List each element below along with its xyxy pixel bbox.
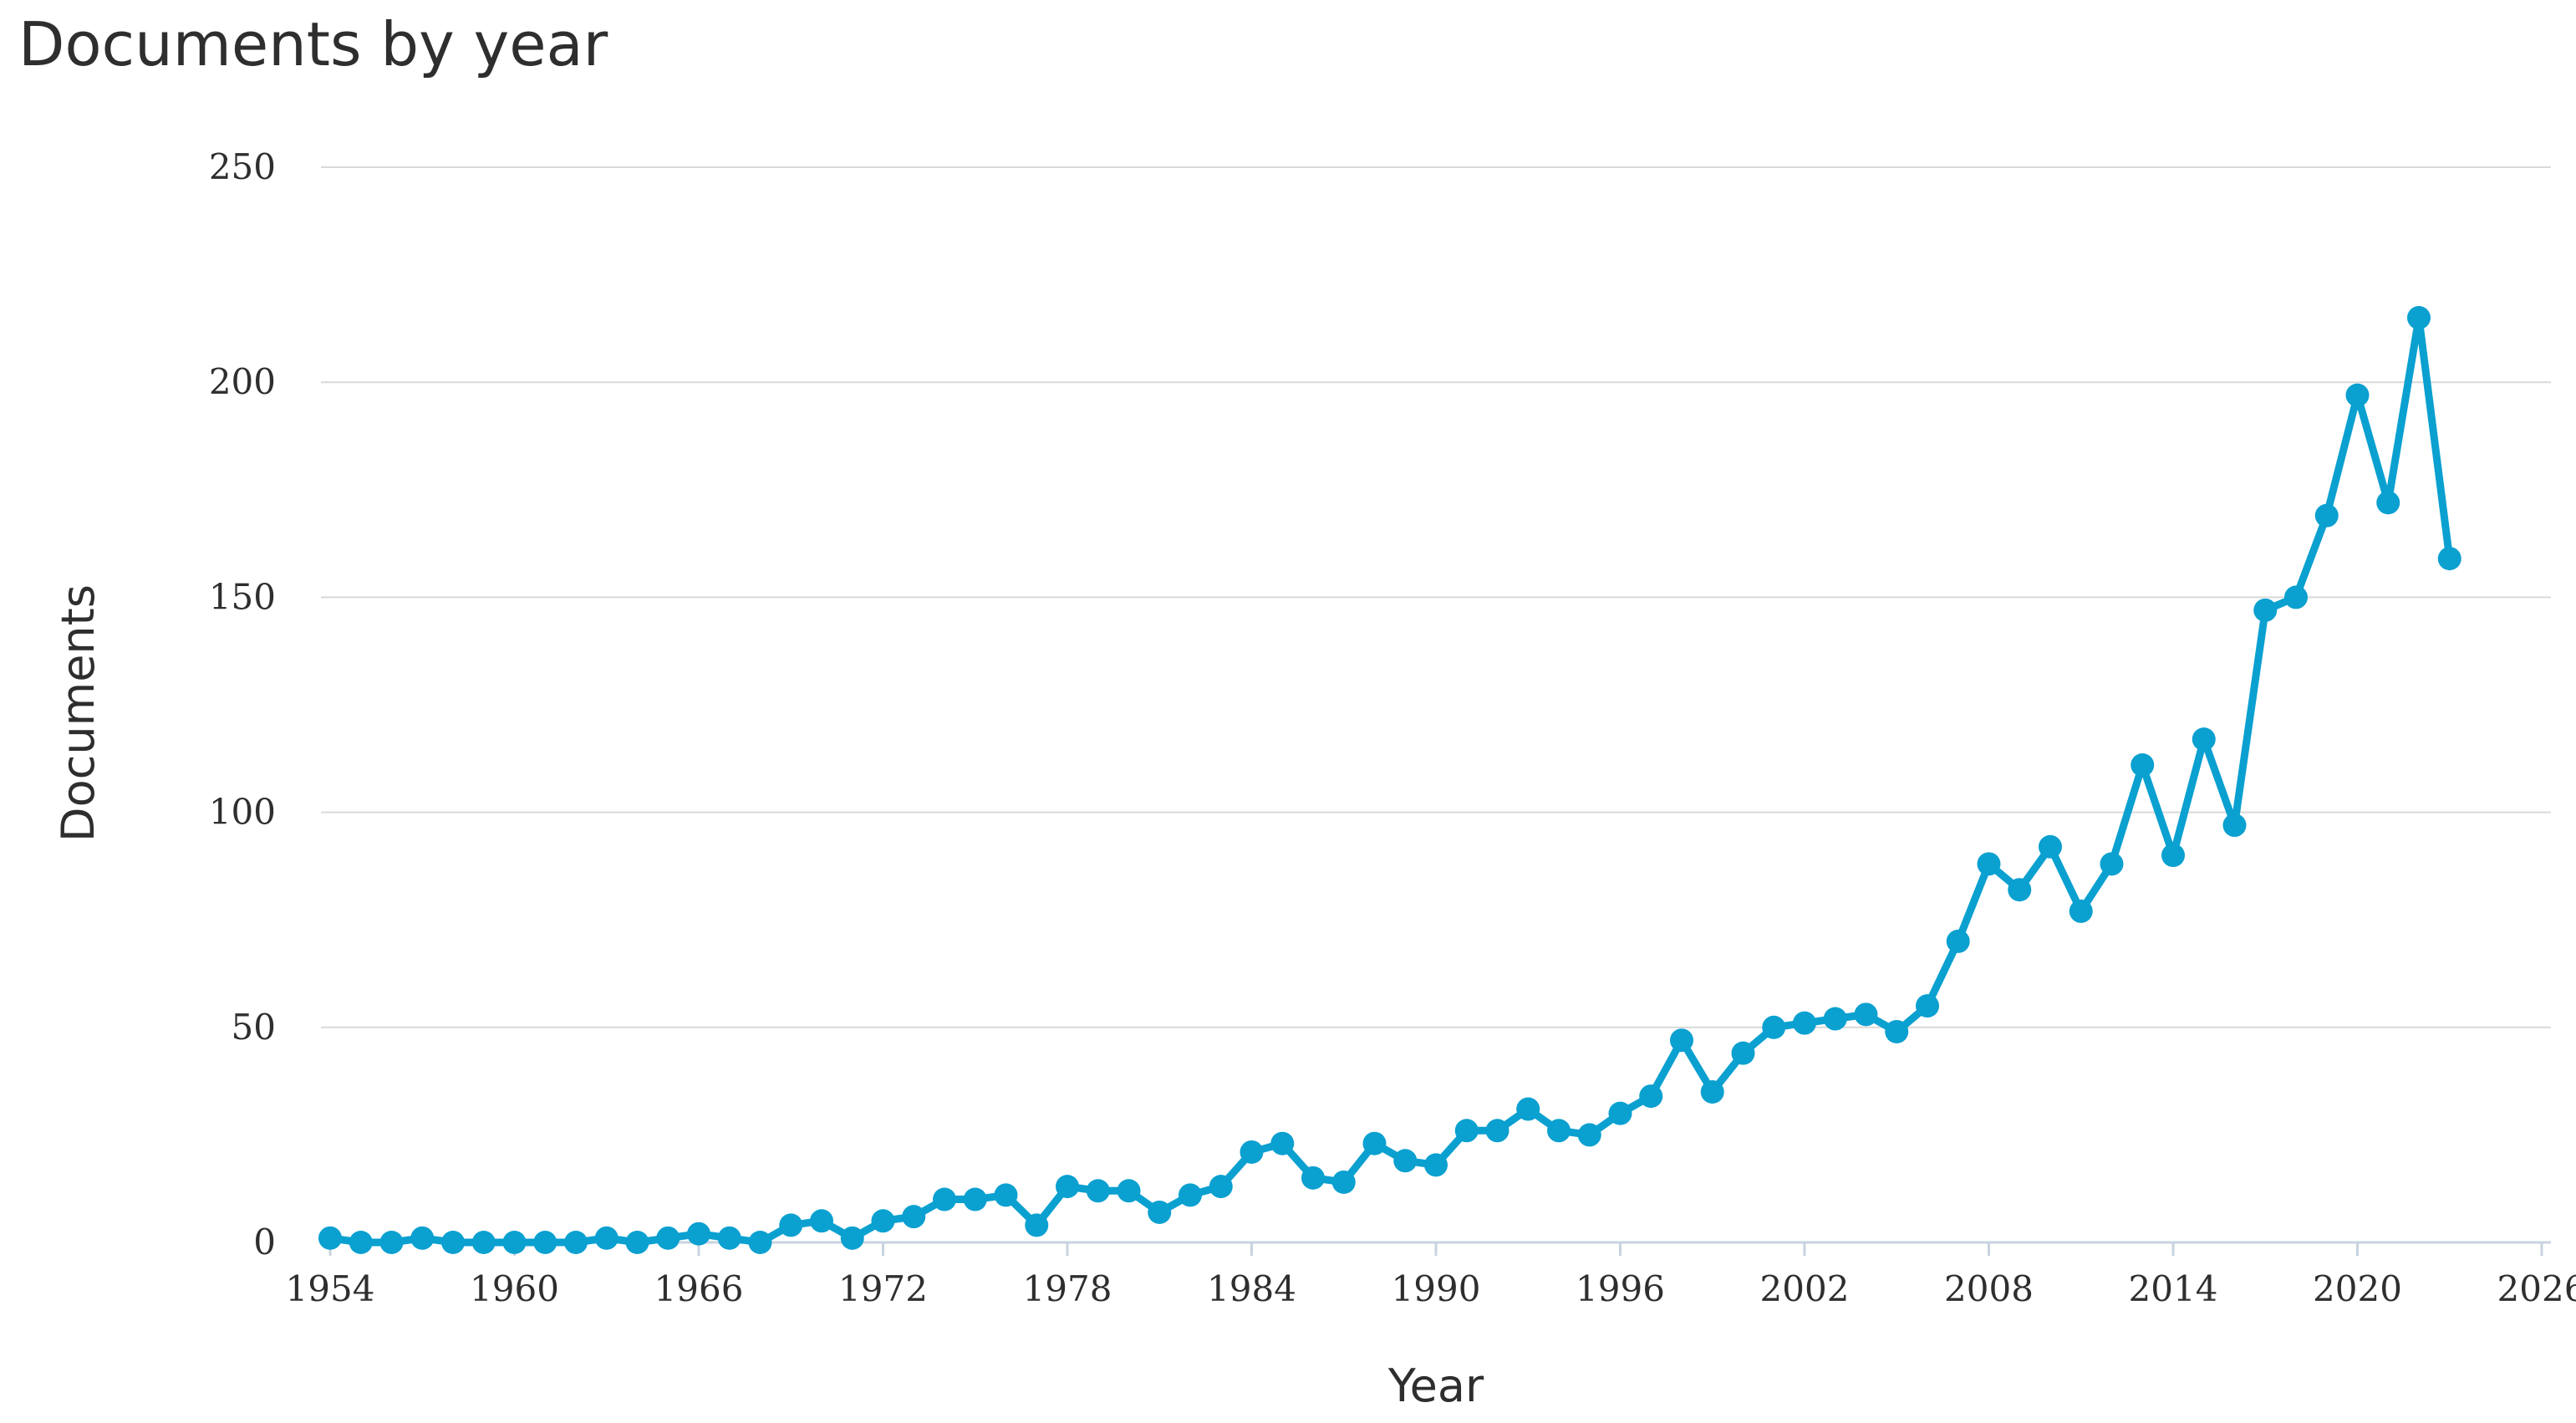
data-point[interactable] <box>933 1187 956 1211</box>
y-axis-ticks: 0 50 100 150 200 250 <box>209 146 276 1262</box>
x-axis-ticks: 1954 1960 1966 1972 1978 1984 1990 1996 2002 2008… <box>286 1242 2576 1309</box>
data-point[interactable] <box>1331 1170 1356 1194</box>
data-point[interactable] <box>1793 1011 1816 1035</box>
data-point[interactable] <box>2008 878 2032 902</box>
data-point[interactable] <box>2345 383 2370 407</box>
data-point[interactable] <box>564 1231 588 1254</box>
data-point[interactable] <box>533 1231 557 1254</box>
data-point[interactable] <box>840 1226 864 1250</box>
data-point[interactable] <box>871 1209 895 1233</box>
data-point[interactable] <box>1270 1131 1295 1155</box>
y-tick-label: 50 <box>232 1007 276 1048</box>
data-point[interactable] <box>717 1226 741 1250</box>
x-tick-label: 1978 <box>1023 1268 1112 1309</box>
data-point[interactable] <box>2253 598 2278 622</box>
x-tick-label: 1996 <box>1576 1268 1665 1309</box>
x-tick-label: 1972 <box>838 1268 928 1309</box>
data-point[interactable] <box>902 1205 926 1229</box>
data-point[interactable] <box>1608 1101 1632 1125</box>
data-point[interactable] <box>779 1213 803 1237</box>
data-point[interactable] <box>441 1231 465 1254</box>
data-point[interactable] <box>2192 727 2216 752</box>
data-point[interactable] <box>994 1183 1018 1207</box>
data-point[interactable] <box>1240 1140 1264 1164</box>
data-point[interactable] <box>1393 1149 1418 1173</box>
x-tick-label: 2026 <box>2497 1268 2576 1309</box>
data-point[interactable] <box>625 1231 649 1254</box>
x-axis-label: Year <box>1387 1359 1484 1412</box>
y-tick-label: 0 <box>253 1222 276 1262</box>
data-point[interactable] <box>687 1222 710 1246</box>
series-line <box>326 314 2454 1247</box>
data-point[interactable] <box>1179 1183 1202 1207</box>
gridlines <box>321 166 2551 1028</box>
data-point[interactable] <box>1670 1028 1693 1053</box>
data-point[interactable] <box>1086 1179 1110 1203</box>
data-point[interactable] <box>1547 1119 1571 1143</box>
x-tick-label: 1954 <box>286 1268 375 1309</box>
data-point[interactable] <box>1209 1175 1233 1199</box>
y-tick-label: 100 <box>209 792 276 833</box>
data-point[interactable] <box>1885 1019 1909 1043</box>
data-point[interactable] <box>1916 994 1939 1018</box>
y-axis-label: Documents <box>52 584 104 842</box>
data-point[interactable] <box>318 1226 342 1250</box>
y-tick-label: 150 <box>209 576 276 617</box>
y-tick-label: 250 <box>209 146 276 187</box>
data-point[interactable] <box>349 1231 373 1254</box>
data-point[interactable] <box>2284 585 2308 609</box>
data-point[interactable] <box>2407 306 2431 330</box>
data-point[interactable] <box>2131 753 2155 778</box>
data-point[interactable] <box>1946 929 1970 953</box>
data-point[interactable] <box>1823 1007 1847 1031</box>
data-point[interactable] <box>1577 1123 1601 1147</box>
data-points <box>318 306 2461 1254</box>
data-point[interactable] <box>1700 1079 1724 1104</box>
x-tick-label: 1984 <box>1207 1268 1296 1309</box>
data-point[interactable] <box>1516 1097 1540 1121</box>
data-point[interactable] <box>656 1226 680 1250</box>
data-point[interactable] <box>1362 1131 1387 1155</box>
data-point[interactable] <box>1454 1119 1479 1143</box>
x-tick-label: 2014 <box>2129 1268 2218 1309</box>
x-tick-label: 1960 <box>470 1268 559 1309</box>
data-point[interactable] <box>410 1226 435 1250</box>
data-point[interactable] <box>2100 852 2124 876</box>
data-point[interactable] <box>963 1187 987 1211</box>
data-point[interactable] <box>471 1231 496 1254</box>
y-tick-label: 200 <box>209 361 276 402</box>
data-point[interactable] <box>379 1231 404 1254</box>
data-point[interactable] <box>2437 547 2461 571</box>
x-tick-label: 2008 <box>1944 1268 2034 1309</box>
data-point[interactable] <box>1301 1165 1325 1190</box>
data-point[interactable] <box>2039 834 2062 859</box>
data-point[interactable] <box>2314 503 2339 528</box>
data-point[interactable] <box>1117 1179 1141 1203</box>
data-point[interactable] <box>2069 899 2093 923</box>
x-tick-label: 1990 <box>1392 1268 1481 1309</box>
data-point[interactable] <box>502 1231 527 1254</box>
data-point[interactable] <box>1639 1084 1663 1109</box>
data-point[interactable] <box>1424 1153 1448 1177</box>
data-point[interactable] <box>1485 1119 1509 1143</box>
x-tick-label: 1966 <box>654 1268 744 1309</box>
x-tick-label: 2002 <box>1760 1268 1850 1309</box>
data-point[interactable] <box>748 1231 772 1254</box>
chart-title: Documents by year <box>18 9 608 79</box>
data-point[interactable] <box>1731 1041 1755 1065</box>
data-point[interactable] <box>1762 1015 1786 1039</box>
data-point[interactable] <box>1854 1002 1878 1027</box>
data-point[interactable] <box>1977 852 2001 876</box>
data-point[interactable] <box>2222 814 2247 838</box>
data-point[interactable] <box>594 1226 619 1250</box>
data-point[interactable] <box>2376 491 2400 515</box>
data-point[interactable] <box>810 1209 833 1233</box>
data-point[interactable] <box>1056 1175 1079 1199</box>
data-point[interactable] <box>1025 1213 1049 1237</box>
data-point[interactable] <box>2161 844 2185 868</box>
data-point[interactable] <box>1148 1200 1172 1224</box>
x-tick-label: 2020 <box>2313 1268 2402 1309</box>
